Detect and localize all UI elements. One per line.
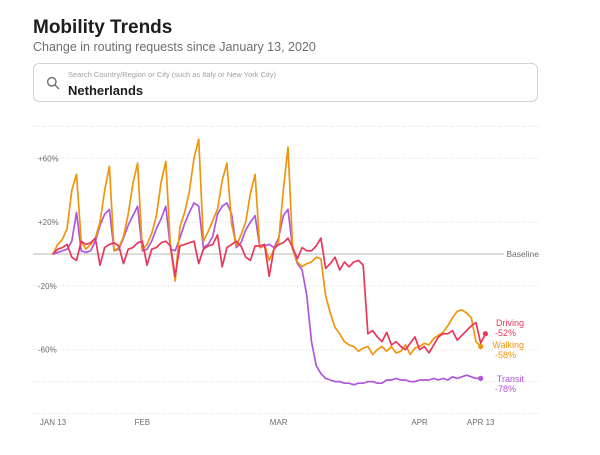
series-name-walking: Walking <box>492 340 524 350</box>
y-tick-label: -60% <box>38 346 57 355</box>
series-name-transit: Transit <box>497 374 525 384</box>
series-line-transit <box>52 202 482 386</box>
series-name-driving: Driving <box>496 318 524 328</box>
x-tick-label: JAN 13 <box>40 418 67 427</box>
y-tick-label: +60% <box>38 154 59 163</box>
search-icon <box>46 76 60 90</box>
search-input[interactable]: Netherlands <box>68 83 144 98</box>
series-end-point-transit <box>478 375 484 382</box>
series-value-transit: -78% <box>495 384 516 394</box>
x-tick-label: APR <box>411 418 428 427</box>
x-tick-label: APR 13 <box>467 418 495 427</box>
search-box[interactable]: Search Country/Region or City (such as I… <box>33 63 538 102</box>
x-tick-label: FEB <box>135 418 151 427</box>
page-subtitle: Change in routing requests since January… <box>33 40 316 54</box>
series-end-point-walking <box>478 343 484 350</box>
y-tick-label: -20% <box>38 282 57 291</box>
y-tick-label: +20% <box>38 218 59 227</box>
series-value-walking: -58% <box>495 350 516 360</box>
series-line-walking <box>52 138 482 356</box>
series-end-point-driving <box>482 331 488 337</box>
page-title: Mobility Trends <box>33 17 173 38</box>
series-value-driving: -52% <box>495 328 516 338</box>
x-tick-label: MAR <box>270 418 288 427</box>
series-line-driving <box>52 234 487 354</box>
search-placeholder: Search Country/Region or City (such as I… <box>68 70 276 79</box>
baseline-label: Baseline <box>506 249 539 259</box>
